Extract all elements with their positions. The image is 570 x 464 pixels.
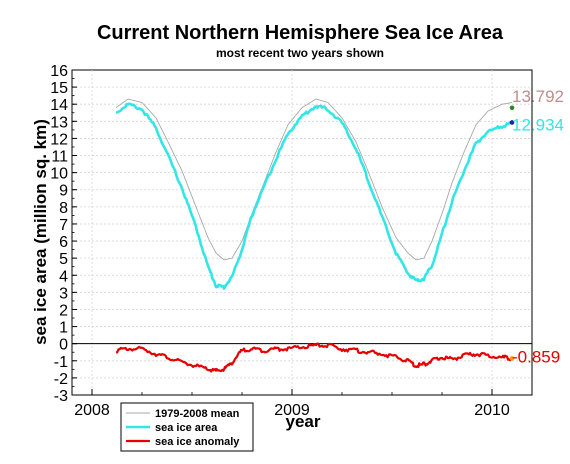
end-value-label: 13.792 — [512, 87, 564, 106]
y-tick-label: 0 — [59, 337, 68, 354]
y-tick-label: 10 — [50, 166, 68, 183]
series-layer — [115, 98, 513, 373]
y-tick-label: 9 — [59, 183, 68, 200]
end-marker-dot — [509, 356, 515, 361]
y-tick-label: 14 — [50, 97, 68, 114]
gridlines — [72, 70, 532, 395]
y-tick-label: 15 — [50, 80, 68, 97]
x-axis-title: year — [286, 412, 321, 431]
y-tick-label: 13 — [50, 114, 68, 131]
end-marker-dot — [509, 120, 515, 125]
y-tick-label: 4 — [59, 268, 68, 285]
chart-subtitle: most recent two years shown — [216, 46, 384, 60]
y-axis-title: sea ice area (million sq. km) — [31, 119, 50, 345]
y-tick-label: 12 — [50, 131, 68, 148]
x-tick-label: 2009 — [274, 402, 310, 419]
x-tick-label: 2008 — [74, 402, 110, 419]
series-line-sea-ice-area — [115, 102, 513, 290]
y-tick-label: 16 — [50, 63, 68, 80]
x-axis: 2008 2009 2010 — [74, 389, 510, 419]
series-line-1979-2008-mean — [115, 98, 513, 261]
y-tick-label: 2 — [59, 302, 68, 319]
plot-frame — [71, 69, 533, 396]
legend-label: sea ice area — [155, 422, 218, 434]
x-tick-label: 2010 — [474, 402, 510, 419]
y-tick-label: -2 — [54, 371, 68, 388]
y-tick-label: 3 — [59, 285, 68, 302]
chart-title: Current Northern Hemisphere Sea Ice Area — [97, 22, 504, 44]
y-tick-label: -1 — [54, 354, 68, 371]
legend-label: sea ice anomaly — [155, 436, 240, 448]
y-tick-label: 5 — [59, 251, 68, 268]
legend-label: 1979-2008 mean — [155, 408, 240, 420]
end-marker-dot — [509, 105, 515, 111]
end-value-label: -0.859 — [512, 347, 560, 366]
y-tick-label: 1 — [59, 320, 68, 337]
y-tick-label: 11 — [51, 149, 68, 166]
legend: 1979-2008 mean sea ice area sea ice anomal… — [120, 402, 254, 452]
end-value-label: 12.934 — [512, 115, 564, 134]
end-markers: 13.792 12.934 -0.859 — [509, 87, 564, 366]
y-tick-label: 6 — [59, 234, 68, 251]
y-tick-label: 7 — [59, 217, 68, 234]
series-line-sea-ice-anomaly — [115, 342, 513, 373]
y-tick-label: -3 — [54, 388, 68, 405]
y-tick-label: 8 — [59, 200, 68, 217]
